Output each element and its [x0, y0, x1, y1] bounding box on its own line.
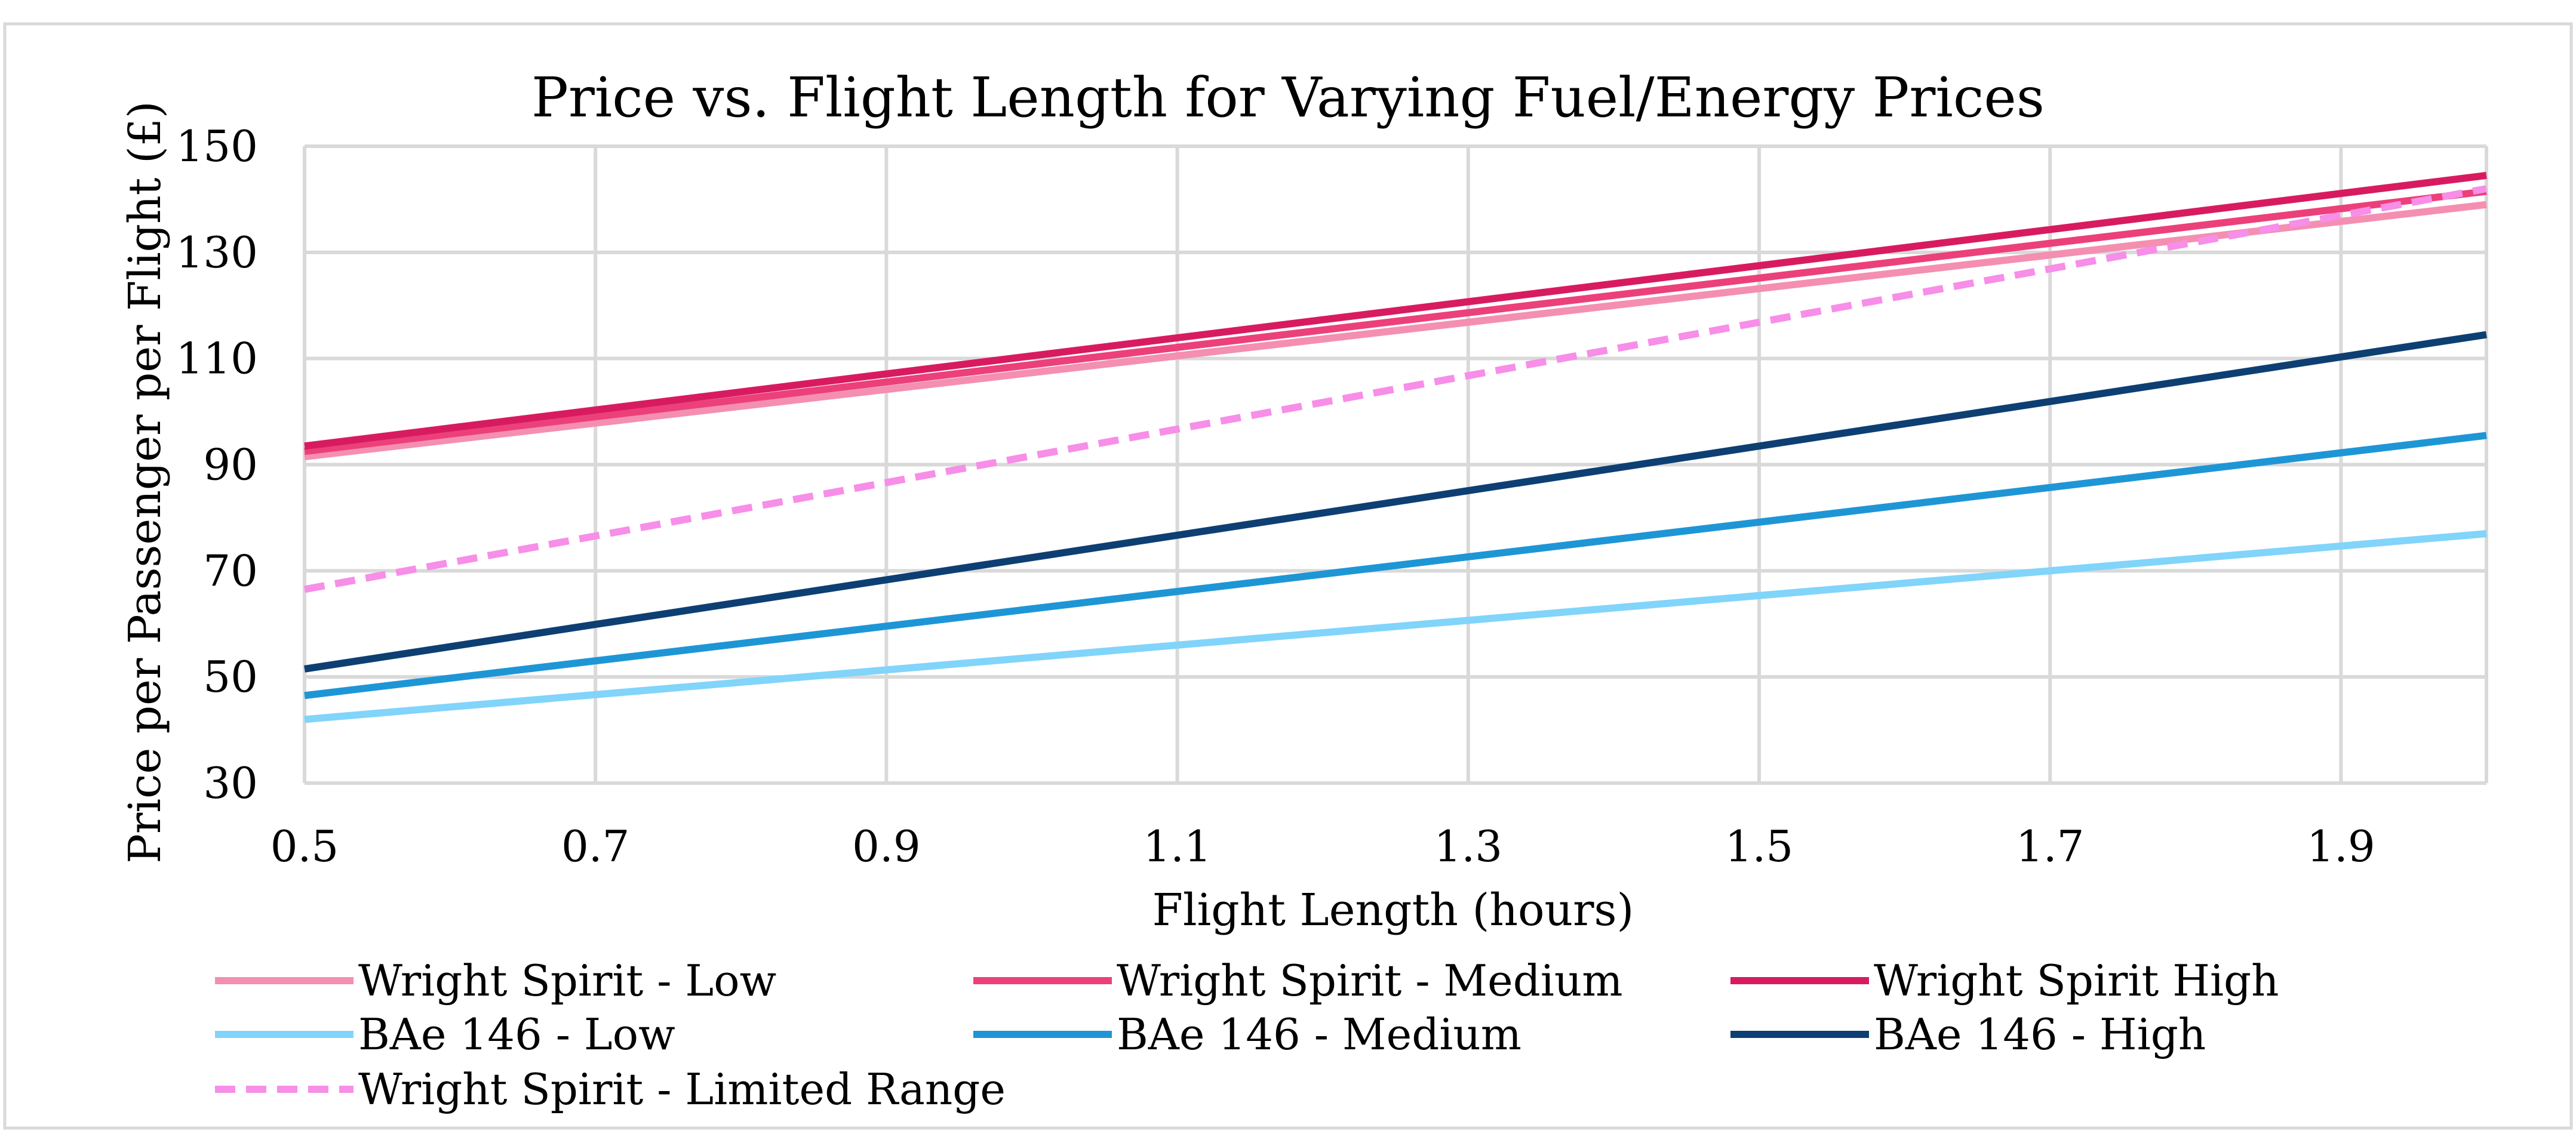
series-line-1	[304, 201, 2487, 461]
x-tick-label: 1.1	[1143, 821, 1212, 871]
y-tick-label: 110	[176, 334, 258, 384]
x-tick-label: 0.5	[270, 821, 339, 871]
x-tick-label: 1.7	[2016, 821, 2085, 871]
legend-label: Wright Spirit High	[1874, 956, 2279, 1006]
y-tick-label: 90	[203, 440, 258, 490]
series-line-2	[304, 187, 2487, 455]
axes: 30 50 70 90 110 130 150 0.5 0.7 0.9 1.1 1.3 1.5 1.7 1.…	[176, 121, 2375, 871]
y-tick-label: 150	[176, 121, 258, 171]
y-tick-label: 70	[203, 546, 258, 596]
series-line-4	[304, 530, 2487, 723]
legend: Wright Spirit - Low Wright Spirit - Mediu…	[215, 956, 2279, 1114]
x-tick-label: 1.3	[1434, 821, 1503, 871]
series-line-5	[304, 432, 2487, 700]
x-tick-label: 0.9	[852, 821, 921, 871]
legend-label: BAe 146 - Medium	[1117, 1009, 1521, 1059]
y-tick-label: 130	[176, 227, 258, 278]
legend-label: Wright Spirit - Low	[358, 956, 776, 1006]
series-line-6	[304, 331, 2487, 673]
legend-label: BAe 146 - Low	[358, 1009, 675, 1059]
legend-label: Wright Spirit - Limited Range	[358, 1064, 1006, 1114]
x-axis-title: Flight Length (hours)	[1152, 885, 1634, 936]
y-tick-label: 50	[203, 652, 258, 702]
x-tick-label: 1.9	[2307, 821, 2375, 871]
x-tick-label: 0.7	[561, 821, 630, 871]
x-tick-label: 1.5	[1725, 821, 1794, 871]
y-tick-label: 30	[203, 758, 258, 808]
legend-label: BAe 146 - High	[1874, 1009, 2206, 1059]
legend-label: Wright Spirit - Medium	[1117, 956, 1623, 1006]
series-lines	[303, 171, 2488, 723]
chart-title: Price vs. Flight Length for Varying Fuel…	[531, 66, 2045, 130]
y-axis-title: Price per Passenger per Flight (£)	[119, 101, 171, 864]
series-line-7	[303, 185, 2488, 593]
series-line-3	[304, 171, 2487, 450]
